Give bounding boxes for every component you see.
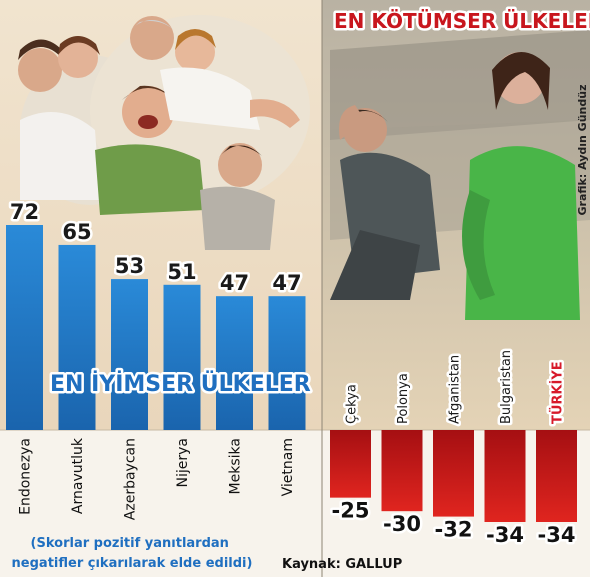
- score-note-line-2: negatifler çıkarılarak elde edildi): [12, 556, 253, 571]
- optimist-chart: 72 Endonezya 65 Arnavutluk 53 Azerbaycan 51 Nij…: [6, 198, 306, 520]
- value-label-nijerya: 51: [167, 260, 196, 284]
- category-label-bulgaristan: Bulgaristan: [499, 350, 514, 424]
- bar-afganistan: [433, 430, 474, 517]
- category-label-vietnam: Vietnam: [280, 438, 296, 496]
- category-label-polonya: Polonya: [396, 373, 411, 424]
- optimist-title-banner: EN İYİMSER ÜLKELER: [48, 369, 314, 400]
- category-label-azerbaycan: Azerbaycan: [123, 438, 139, 520]
- category-label-turkiye: TÜRKİYE: [550, 361, 566, 424]
- value-label-vietnam: 47: [272, 271, 301, 295]
- bar-azerbaycan: [111, 279, 148, 430]
- pessimist-title-banner: EN KÖTÜMSER ÜLKELER: [332, 7, 590, 36]
- optimist-title: EN İYİMSER ÜLKELER: [50, 371, 311, 397]
- graphic-credit: Grafik: Aydın Gündüz: [576, 85, 589, 216]
- category-label-nijerya: Nijerya: [175, 438, 191, 488]
- score-note: (Skorlar pozitif yanıtlardan negatifler …: [12, 536, 253, 571]
- bar-meksika: [216, 296, 253, 430]
- bar-vietnam: [268, 296, 306, 430]
- category-label-meksika: Meksika: [228, 438, 244, 494]
- sad-people-illustration: [330, 30, 590, 320]
- bar-polonya: [381, 430, 423, 512]
- bar-turkiye: [536, 430, 577, 522]
- category-label-endonezya: Endonezya: [18, 438, 34, 515]
- value-label-bulgaristan: -34: [486, 523, 524, 547]
- value-label-arnavutluk: 65: [62, 220, 91, 244]
- pessimist-title: EN KÖTÜMSER ÜLKELER: [334, 9, 590, 33]
- value-label-meksika: 47: [220, 271, 249, 295]
- category-label-afganistan: Afganistan: [448, 355, 463, 424]
- value-label-endonezya: 72: [10, 200, 39, 224]
- value-label-azerbaycan: 53: [115, 254, 144, 278]
- bar-arnavutluk: [58, 244, 96, 430]
- bar-cekya: [330, 430, 371, 498]
- source-label: Kaynak: GALLUP: [282, 557, 402, 572]
- score-note-line-1: (Skorlar pozitif yanıtlardan: [31, 536, 229, 551]
- value-label-cekya: -25: [332, 499, 370, 523]
- bar-nijerya: [163, 284, 201, 430]
- bar-bulgaristan: [484, 430, 526, 522]
- value-label-polonya: -30: [383, 512, 421, 536]
- value-label-afganistan: -32: [435, 518, 473, 542]
- happy-people-illustration: [18, 15, 310, 250]
- category-label-arnavutluk: Arnavutluk: [70, 437, 86, 514]
- value-label-turkiye: -34: [538, 523, 576, 547]
- category-label-cekya: Çekya: [345, 384, 360, 424]
- pessimist-chart: -25 Çekya -30 Polonya -32 Afganistan -34 Bulgar…: [329, 347, 578, 549]
- bar-endonezya: [6, 225, 43, 430]
